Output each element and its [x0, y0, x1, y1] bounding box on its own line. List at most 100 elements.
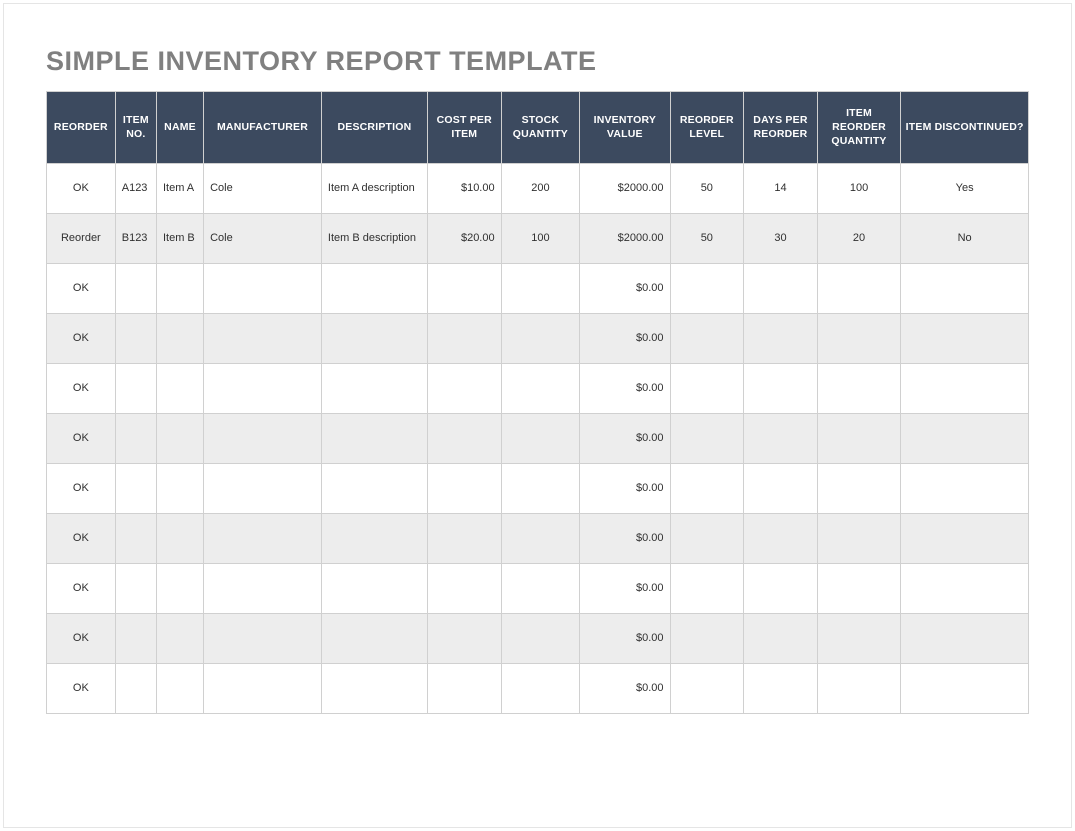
cell: 50: [670, 213, 744, 263]
table-row: OK$0.00: [47, 613, 1029, 663]
cell: [501, 363, 580, 413]
table-header-row: REORDERITEM NO.NAMEMANUFACTURERDESCRIPTI…: [47, 92, 1029, 164]
table-row: OK$0.00: [47, 413, 1029, 463]
cell: 100: [501, 213, 580, 263]
cell: [204, 563, 322, 613]
col-header: REORDER LEVEL: [670, 92, 744, 164]
col-header: ITEM DISCONTINUED?: [901, 92, 1029, 164]
cell: [156, 463, 203, 513]
cell: [744, 663, 818, 713]
cell: [115, 463, 156, 513]
cell: [321, 263, 427, 313]
cell: [744, 313, 818, 363]
col-header: STOCK QUANTITY: [501, 92, 580, 164]
page-title: SIMPLE INVENTORY REPORT TEMPLATE: [46, 46, 1029, 77]
cell: [670, 263, 744, 313]
cell: $2000.00: [580, 213, 670, 263]
cell: Item B description: [321, 213, 427, 263]
cell: A123: [115, 163, 156, 213]
cell: [156, 263, 203, 313]
cell: [670, 363, 744, 413]
table-row: OK$0.00: [47, 313, 1029, 363]
cell: OK: [47, 263, 116, 313]
cell: [321, 613, 427, 663]
cell: [321, 413, 427, 463]
cell: OK: [47, 563, 116, 613]
cell: Yes: [901, 163, 1029, 213]
cell: 30: [744, 213, 818, 263]
cell: [501, 313, 580, 363]
cell: [115, 663, 156, 713]
table-row: OK $0.00: [47, 513, 1029, 563]
cell: $0.00: [580, 413, 670, 463]
cell: $0.00: [580, 263, 670, 313]
cell: [156, 513, 203, 563]
cell: Cole: [204, 213, 322, 263]
cell: No: [901, 213, 1029, 263]
cell: [156, 613, 203, 663]
table-row: OK$0.00: [47, 463, 1029, 513]
col-header: INVENTORY VALUE: [580, 92, 670, 164]
cell: [427, 313, 501, 363]
col-header: DESCRIPTION: [321, 92, 427, 164]
cell: Reorder: [47, 213, 116, 263]
cell: [901, 463, 1029, 513]
cell: [817, 613, 900, 663]
cell: 100: [817, 163, 900, 213]
cell: [427, 463, 501, 513]
cell: [321, 663, 427, 713]
cell: [670, 413, 744, 463]
cell: [670, 613, 744, 663]
cell: [817, 313, 900, 363]
cell: [744, 513, 818, 563]
cell: [501, 263, 580, 313]
cell: [115, 563, 156, 613]
cell: [901, 313, 1029, 363]
cell: [817, 363, 900, 413]
cell: [501, 413, 580, 463]
cell: $0.00: [580, 513, 670, 563]
cell: 200: [501, 163, 580, 213]
cell: $0.00: [580, 663, 670, 713]
cell: [427, 513, 501, 563]
cell: [901, 413, 1029, 463]
cell: [901, 513, 1029, 563]
table-body: OKA123Item AColeItem A description$10.00…: [47, 163, 1029, 713]
table-row: OK$0.00: [47, 563, 1029, 613]
cell: [156, 663, 203, 713]
cell: Cole: [204, 163, 322, 213]
cell: OK: [47, 313, 116, 363]
table-row: ReorderB123Item BColeItem B description$…: [47, 213, 1029, 263]
cell: [427, 263, 501, 313]
cell: $10.00: [427, 163, 501, 213]
cell: [901, 363, 1029, 413]
cell: OK: [47, 463, 116, 513]
cell: OK: [47, 363, 116, 413]
table-row: OK $0.00: [47, 363, 1029, 413]
cell: [427, 413, 501, 463]
col-header: ITEM REORDER QUANTITY: [817, 92, 900, 164]
cell: [670, 513, 744, 563]
cell: [744, 363, 818, 413]
cell: [670, 463, 744, 513]
col-header: REORDER: [47, 92, 116, 164]
cell: [670, 663, 744, 713]
cell: [321, 563, 427, 613]
cell: [427, 663, 501, 713]
col-header: MANUFACTURER: [204, 92, 322, 164]
cell: [204, 313, 322, 363]
cell: OK: [47, 513, 116, 563]
cell: [744, 563, 818, 613]
cell: [115, 363, 156, 413]
cell: $0.00: [580, 363, 670, 413]
cell: [204, 663, 322, 713]
cell: OK: [47, 663, 116, 713]
cell: [115, 313, 156, 363]
cell: [156, 363, 203, 413]
cell: [817, 263, 900, 313]
cell: [204, 513, 322, 563]
cell: 20: [817, 213, 900, 263]
table-row: OKA123Item AColeItem A description$10.00…: [47, 163, 1029, 213]
col-header: NAME: [156, 92, 203, 164]
col-header: COST PER ITEM: [427, 92, 501, 164]
